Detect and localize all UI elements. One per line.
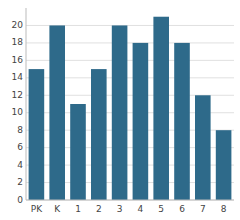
x-tick-label: PK bbox=[31, 204, 43, 214]
bar bbox=[195, 95, 211, 200]
grid-line bbox=[26, 200, 234, 201]
y-tick-label: 10 bbox=[12, 107, 24, 117]
bar bbox=[216, 130, 232, 200]
y-tick-label: 0 bbox=[17, 195, 23, 205]
bar bbox=[174, 43, 190, 200]
x-tick-label: 5 bbox=[158, 204, 164, 214]
x-tick-label: 7 bbox=[200, 204, 206, 214]
x-tick-label: 3 bbox=[117, 204, 123, 214]
y-tick-label: 6 bbox=[17, 142, 23, 152]
y-tick-label: 18 bbox=[12, 37, 24, 47]
bar bbox=[29, 69, 45, 200]
x-tick-label: 2 bbox=[96, 204, 102, 214]
bar bbox=[70, 104, 86, 200]
bar bbox=[49, 25, 65, 200]
y-tick-label: 16 bbox=[12, 55, 24, 65]
bars bbox=[29, 17, 232, 200]
bar bbox=[91, 69, 107, 200]
x-tick-label: K bbox=[54, 204, 61, 214]
y-ticks: 0 2 4 6 8 10 12 14 16 18 20 bbox=[12, 20, 24, 205]
y-tick-label: 2 bbox=[17, 177, 23, 187]
x-axis-line bbox=[26, 200, 234, 201]
y-tick-label: 8 bbox=[17, 125, 23, 135]
x-tick-label: 1 bbox=[75, 204, 81, 214]
y-tick-label: 20 bbox=[12, 20, 24, 30]
bar bbox=[112, 25, 128, 200]
grid bbox=[26, 25, 234, 200]
chart-container: 02468101214161820PKK12345678 bbox=[0, 0, 240, 220]
y-axis-line bbox=[26, 8, 27, 200]
chart: 02468101214161820PKK12345678 bbox=[0, 0, 240, 220]
y-tick-label: 4 bbox=[17, 160, 23, 170]
y-tick-label: 12 bbox=[12, 90, 23, 100]
bar bbox=[133, 43, 149, 200]
x-ticks: PK K 1 2 3 4 5 6 7 8 bbox=[31, 204, 227, 214]
y-tick-label: 14 bbox=[12, 72, 24, 82]
x-tick-label: 8 bbox=[221, 204, 227, 214]
x-tick-label: 6 bbox=[179, 204, 185, 214]
bar bbox=[153, 17, 169, 200]
x-tick-label: 4 bbox=[138, 204, 144, 214]
